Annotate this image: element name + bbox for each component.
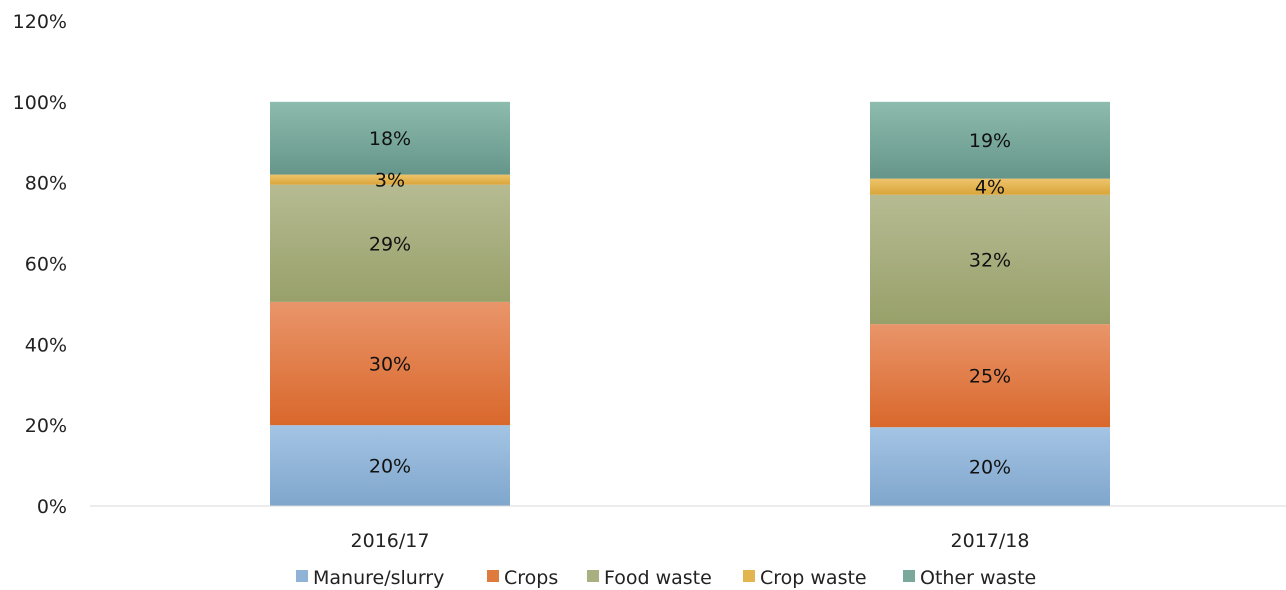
bars: 20% 30% 29% 3% 18% 20% 25% 32% 4% 19% (270, 101, 1110, 506)
y-tick-label: 20% (25, 415, 67, 437)
y-tick-label: 100% (13, 92, 67, 114)
data-label: 4% (975, 177, 1005, 199)
legend: Manure/slurry Crops Food waste Crop waste Ot… (296, 567, 1036, 589)
y-axis: 0% 20% 40% 60% 80% 100% 120% (13, 11, 67, 518)
x-tick-label: 2017/18 (951, 530, 1030, 552)
legend-label: Food waste (604, 567, 712, 589)
data-label: 18% (369, 128, 411, 150)
y-tick-label: 40% (25, 334, 67, 356)
bar-segment (870, 101, 1110, 179)
bar-segment (270, 425, 510, 506)
legend-label: Crop waste (760, 567, 867, 589)
legend-swatch (903, 570, 915, 582)
legend-swatch (587, 570, 599, 582)
bar-segment (270, 174, 510, 185)
data-label: 19% (969, 130, 1011, 152)
y-tick-label: 60% (25, 254, 67, 276)
y-tick-label: 0% (37, 496, 67, 518)
data-label: 32% (969, 249, 1011, 271)
x-axis: 2016/17 2017/18 (351, 530, 1030, 552)
bar-segment (870, 194, 1110, 325)
y-tick-label: 80% (25, 173, 67, 195)
data-label: 20% (969, 457, 1011, 479)
data-label: 29% (369, 233, 411, 255)
bar-segment (870, 427, 1110, 506)
legend-label: Crops (504, 567, 558, 589)
legend-swatch (487, 570, 499, 582)
data-label: 3% (375, 170, 405, 192)
y-tick-label: 120% (13, 11, 67, 33)
bar-segment (270, 301, 510, 426)
bar-segment (870, 178, 1110, 195)
bar-segment (270, 184, 510, 302)
data-label: 30% (369, 354, 411, 376)
bar-segment (270, 101, 510, 175)
legend-swatch (743, 570, 755, 582)
legend-label: Manure/slurry (313, 567, 444, 589)
data-label: 20% (369, 456, 411, 478)
x-tick-label: 2016/17 (351, 530, 430, 552)
legend-label: Other waste (920, 567, 1036, 589)
bar-segment (870, 324, 1110, 428)
data-label: 25% (969, 366, 1011, 388)
legend-swatch (296, 570, 308, 582)
